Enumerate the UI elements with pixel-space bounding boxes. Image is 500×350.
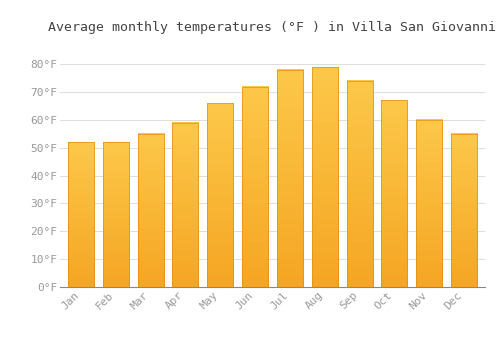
Bar — [312, 67, 338, 287]
Bar — [346, 81, 372, 287]
Bar — [207, 103, 234, 287]
Bar — [172, 123, 199, 287]
Bar — [138, 134, 164, 287]
Bar — [68, 142, 94, 287]
Bar — [382, 100, 407, 287]
Bar — [102, 142, 129, 287]
Bar — [277, 70, 303, 287]
Bar — [242, 86, 268, 287]
Title: Average monthly temperatures (°F ) in Villa San Giovanni: Average monthly temperatures (°F ) in Vi… — [48, 21, 496, 34]
Bar — [416, 120, 442, 287]
Bar — [451, 134, 477, 287]
